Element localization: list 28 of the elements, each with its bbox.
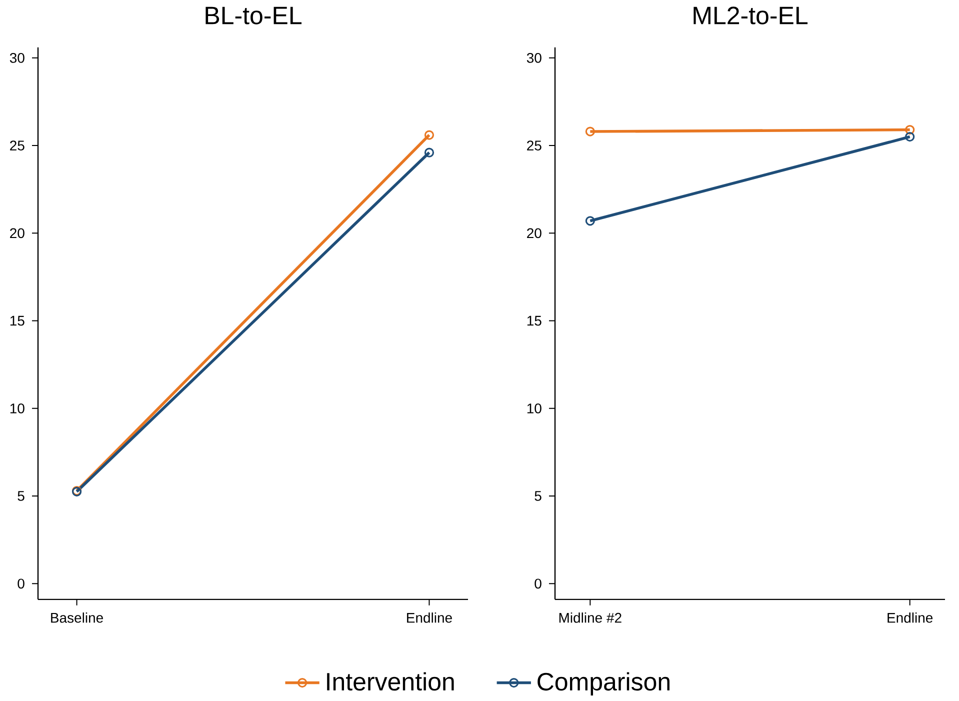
point [905,132,915,142]
chart-title: BL-to-EL [206,6,302,24]
x-tick-label: Endline [407,612,452,623]
y-tick-label: 10 [10,403,24,414]
x-tick-label: Midline #2 [559,612,622,623]
y-tick-label: 10 [527,403,542,414]
point [585,216,595,226]
legend-label: Comparison [538,672,670,696]
y-tick-label: 5 [18,490,24,501]
point [424,130,434,140]
y-tick-label: 0 [18,578,24,588]
y-tick-label: 25 [10,140,24,150]
point [585,126,595,136]
point [905,124,915,134]
y-tick-label: 25 [527,140,542,150]
point [424,148,434,158]
chart-title: ML2-to-EL [694,6,808,24]
y-tick-label: 15 [10,316,24,326]
y-tick-label: 5 [534,490,542,501]
y-tick-label: 20 [10,228,24,238]
y-tick-label: 30 [10,52,24,63]
y-tick-label: 20 [527,228,542,238]
x-tick-label: Endline [888,612,933,623]
y-tick-label: 15 [527,316,542,326]
y-tick-label: 0 [534,578,542,588]
y-tick-label: 30 [526,52,542,63]
x-tick-label: Baseline [51,612,103,623]
legend-label: Intervention [327,672,454,690]
